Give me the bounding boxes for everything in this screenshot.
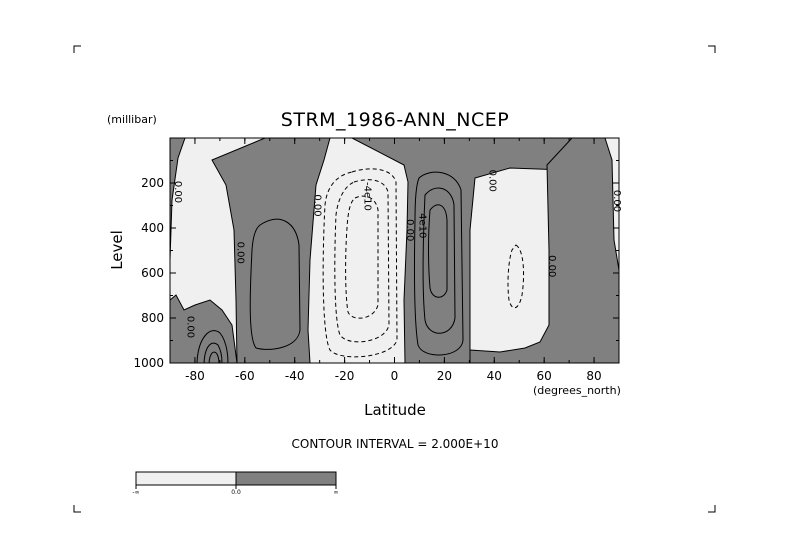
contour-positive-north-2 xyxy=(422,187,456,334)
y-tick-label: 200 xyxy=(141,176,164,190)
x-tick-label: -20 xyxy=(335,369,355,383)
contour-dashed-lines xyxy=(322,168,525,358)
y-tick-label: 1000 xyxy=(133,356,164,370)
y-axis-ticks: 200 400 600 800 1000 xyxy=(133,176,619,370)
colorbar-label-zero: 0.0 xyxy=(231,489,241,496)
y-tick-label: 600 xyxy=(141,266,164,280)
y-units-label: (millibar) xyxy=(107,113,157,126)
colorbar: -∞ 0.0 ∞ xyxy=(132,471,339,496)
contour-negative-3 xyxy=(345,195,379,319)
contour-label: 0.00 xyxy=(611,190,622,212)
contour-label: 0.00 xyxy=(184,316,195,338)
contour-negative-1 xyxy=(322,168,398,358)
contour-lines xyxy=(196,171,464,363)
contour-label: 0.00 xyxy=(312,194,323,216)
contour-negative-north xyxy=(507,244,525,309)
chart-title: STRM_1986-ANN_NCEP xyxy=(281,109,509,131)
contour-interval-label: CONTOUR INTERVAL = 2.000E+10 xyxy=(292,437,499,451)
positive-regions xyxy=(170,138,619,363)
contour-positive-north-1 xyxy=(413,171,464,356)
contour-label: 0.00 xyxy=(486,170,497,192)
contour-positive-south-polar-3 xyxy=(208,351,220,363)
x-tick-label: 60 xyxy=(537,369,552,383)
page-corner-marks xyxy=(73,45,716,513)
y-tick-label: 800 xyxy=(141,311,164,325)
positive-region-south-hadley xyxy=(211,138,331,363)
contour-label: 0.00 xyxy=(172,181,183,203)
plot-area xyxy=(170,138,619,363)
x-tick-label: -40 xyxy=(285,369,305,383)
contour-label: -4e10 xyxy=(362,182,373,211)
y-axis-title: Level xyxy=(108,230,126,270)
colorbar-label-max: ∞ xyxy=(334,489,339,496)
contour-negative-2 xyxy=(334,179,390,343)
x-axis-ticks: -80 -60 -40 -20 0 20 40 60 80 xyxy=(185,138,602,383)
x-tick-label: 20 xyxy=(437,369,452,383)
positive-region-north-ferrel xyxy=(469,138,619,363)
contour-label: 0.00 xyxy=(234,242,245,264)
contour-positive-south-polar-1 xyxy=(196,330,229,363)
colorbar-positive-swatch xyxy=(235,471,337,486)
colorbar-label-min: -∞ xyxy=(132,489,139,496)
minor-ticks xyxy=(169,138,620,363)
x-tick-label: -60 xyxy=(235,369,255,383)
contour-positive-north-3 xyxy=(428,204,448,298)
x-units-label: (degrees_north) xyxy=(533,384,621,397)
x-tick-label: 80 xyxy=(586,369,601,383)
x-tick-label: -80 xyxy=(185,369,205,383)
positive-region-south-polar xyxy=(170,294,238,363)
contour-label: 4e10 xyxy=(416,213,427,238)
contour-positive-south-polar-2 xyxy=(203,342,223,363)
positive-region-north-pole xyxy=(170,138,186,261)
contour-positive-south xyxy=(249,218,301,350)
x-tick-label: 40 xyxy=(487,369,502,383)
x-axis-title: Latitude xyxy=(364,401,426,419)
x-tick-label: 0 xyxy=(391,369,399,383)
contour-label: 0.00 xyxy=(546,255,557,277)
y-tick-label: 400 xyxy=(141,221,164,235)
colorbar-negative-swatch xyxy=(135,471,237,486)
contour-label: 0.00 xyxy=(404,219,415,241)
